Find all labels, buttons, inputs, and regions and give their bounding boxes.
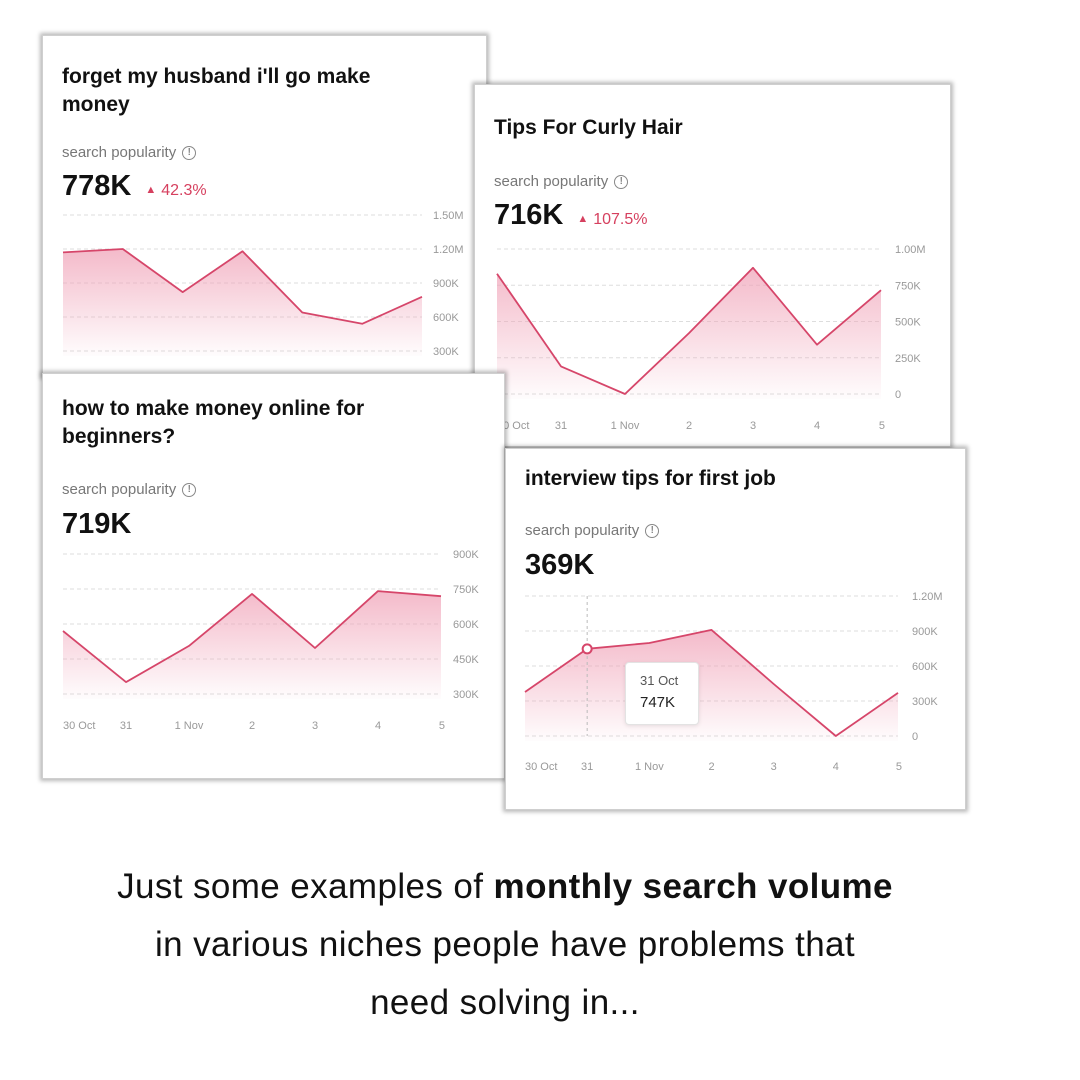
chart: 1.20M 900K 600K 300K 0 30 Oct 31 1 Nov 2 3 4 5 — [524, 591, 943, 773]
metric-value: 716K — [494, 199, 564, 231]
metric-label-text: search popularity — [494, 173, 609, 190]
caption-line-1: Just some examples of monthly search vol… — [0, 858, 1010, 916]
y-tick-label: 300K — [912, 696, 938, 708]
x-tick-label: 30 Oct — [497, 420, 529, 432]
card-title: interview tips for first job — [525, 467, 776, 490]
metric-label: search popularity! — [62, 144, 197, 161]
x-tick-label: 1 Nov — [611, 420, 640, 432]
x-tick-label: 2 — [708, 761, 714, 773]
y-tick-label: 750K — [895, 280, 921, 292]
chart-tooltip: 31 Oct 747K — [625, 662, 699, 725]
metric-label: search popularity! — [525, 522, 660, 539]
y-tick-label: 900K — [433, 278, 459, 290]
y-tick-label: 900K — [912, 626, 938, 638]
x-tick-label: 2 — [686, 420, 692, 432]
y-tick-label: 300K — [433, 346, 459, 358]
x-tick-label: 1 Nov — [635, 761, 664, 773]
y-tick-label: 600K — [433, 312, 459, 324]
metric: 778K ▲ 42.3% — [62, 170, 207, 203]
x-tick-label: 2 — [249, 720, 255, 732]
metric-label-text: search popularity — [62, 144, 177, 161]
y-tick-label: 0 — [912, 731, 918, 743]
trend-card-make-money-online: how to make money online for beginners? … — [42, 373, 505, 779]
chart: 1.50M 1.20M 900K 600K 300K — [62, 210, 464, 358]
tooltip-date: 31 Oct — [640, 673, 679, 688]
chart: 1.00M 750K 500K 250K 0 30 Oct 31 1 Nov 2 3 4 5 — [496, 244, 926, 432]
info-circle-icon[interactable]: ! — [182, 482, 197, 497]
x-tick-label: 4 — [833, 761, 839, 773]
y-tick-label: 250K — [895, 353, 921, 365]
metric-label-text: search popularity — [62, 481, 177, 498]
y-tick-label: 0 — [895, 389, 901, 401]
metric: 719K — [62, 508, 131, 541]
y-tick-label: 1.00M — [895, 244, 926, 256]
triangle-up-icon: ▲ — [145, 184, 157, 196]
metric-value: 719K — [62, 508, 132, 540]
series-area — [525, 629, 898, 741]
x-tick-label: 30 Oct — [525, 761, 557, 773]
series-area — [63, 249, 422, 356]
info-circle-icon[interactable]: ! — [645, 523, 660, 538]
x-tick-label: 3 — [771, 761, 777, 773]
change-value: 42.3% — [161, 182, 207, 199]
metric-label: search popularity! — [62, 481, 197, 498]
y-tick-label: 450K — [453, 654, 479, 666]
x-tick-label: 5 — [879, 420, 885, 432]
caption-line-2: in various niches people have problems t… — [154, 925, 856, 964]
metric: 716K ▲ 107.5% — [494, 199, 647, 232]
card-title: how to make money online for beginners? — [62, 397, 365, 448]
change-badge: ▲ 42.3% — [145, 182, 206, 200]
x-tick-label: 3 — [312, 720, 318, 732]
x-tick-label: 31 — [555, 420, 567, 432]
y-tick-label: 1.20M — [433, 244, 464, 256]
triangle-up-icon: ▲ — [577, 213, 589, 225]
y-tick-label: 750K — [453, 584, 479, 596]
x-tick-label: 30 Oct — [63, 720, 95, 732]
x-tick-label: 1 Nov — [175, 720, 204, 732]
y-tick-label: 300K — [453, 689, 479, 701]
trend-card-forget-my-husband: forget my husband i'll go make money sea… — [42, 35, 487, 377]
y-tick-label: 600K — [453, 619, 479, 631]
x-tick-label: 5 — [896, 761, 902, 773]
x-tick-label: 3 — [750, 420, 756, 432]
y-tick-label: 900K — [453, 549, 479, 561]
x-tick-label: 31 — [120, 720, 132, 732]
caption-prefix: Just some examples of — [117, 867, 494, 906]
metric: 369K — [525, 549, 594, 582]
y-tick-label: 500K — [895, 317, 921, 329]
tooltip-value: 747K — [640, 694, 676, 711]
trend-card-interview-tips: interview tips for first job search popu… — [505, 448, 966, 810]
metric-value: 369K — [525, 549, 595, 581]
info-circle-icon[interactable]: ! — [614, 174, 629, 189]
caption: Just some examples of monthly search vol… — [0, 858, 1010, 1032]
y-tick-label: 1.20M — [912, 591, 943, 603]
series-area — [63, 591, 441, 699]
change-badge: ▲ 107.5% — [577, 211, 647, 229]
metric-label-text: search popularity — [525, 522, 640, 539]
metric-value: 778K — [62, 170, 132, 202]
caption-line-3: need solving in... — [370, 983, 640, 1022]
x-tick-label: 31 — [581, 761, 593, 773]
series-line — [62, 248, 423, 325]
y-tick-label: 600K — [912, 661, 938, 673]
x-tick-label: 4 — [814, 420, 820, 432]
card-title: Tips For Curly Hair — [494, 116, 683, 139]
x-tick-label: 5 — [439, 720, 445, 732]
x-tick-label: 4 — [375, 720, 381, 732]
chart: 900K 750K 600K 450K 300K 30 Oct 31 1 Nov 2 3 4 5 — [62, 549, 479, 732]
highlight-marker — [581, 643, 593, 655]
y-tick-label: 1.50M — [433, 210, 464, 222]
info-circle-icon[interactable]: ! — [182, 145, 197, 160]
card-title: forget my husband i'll go make money — [62, 65, 371, 116]
metric-label: search popularity! — [494, 173, 629, 190]
trend-card-curly-hair: Tips For Curly Hair search popularity! 7… — [474, 84, 951, 447]
caption-bold: monthly search volume — [493, 867, 893, 906]
change-value: 107.5% — [593, 211, 648, 228]
